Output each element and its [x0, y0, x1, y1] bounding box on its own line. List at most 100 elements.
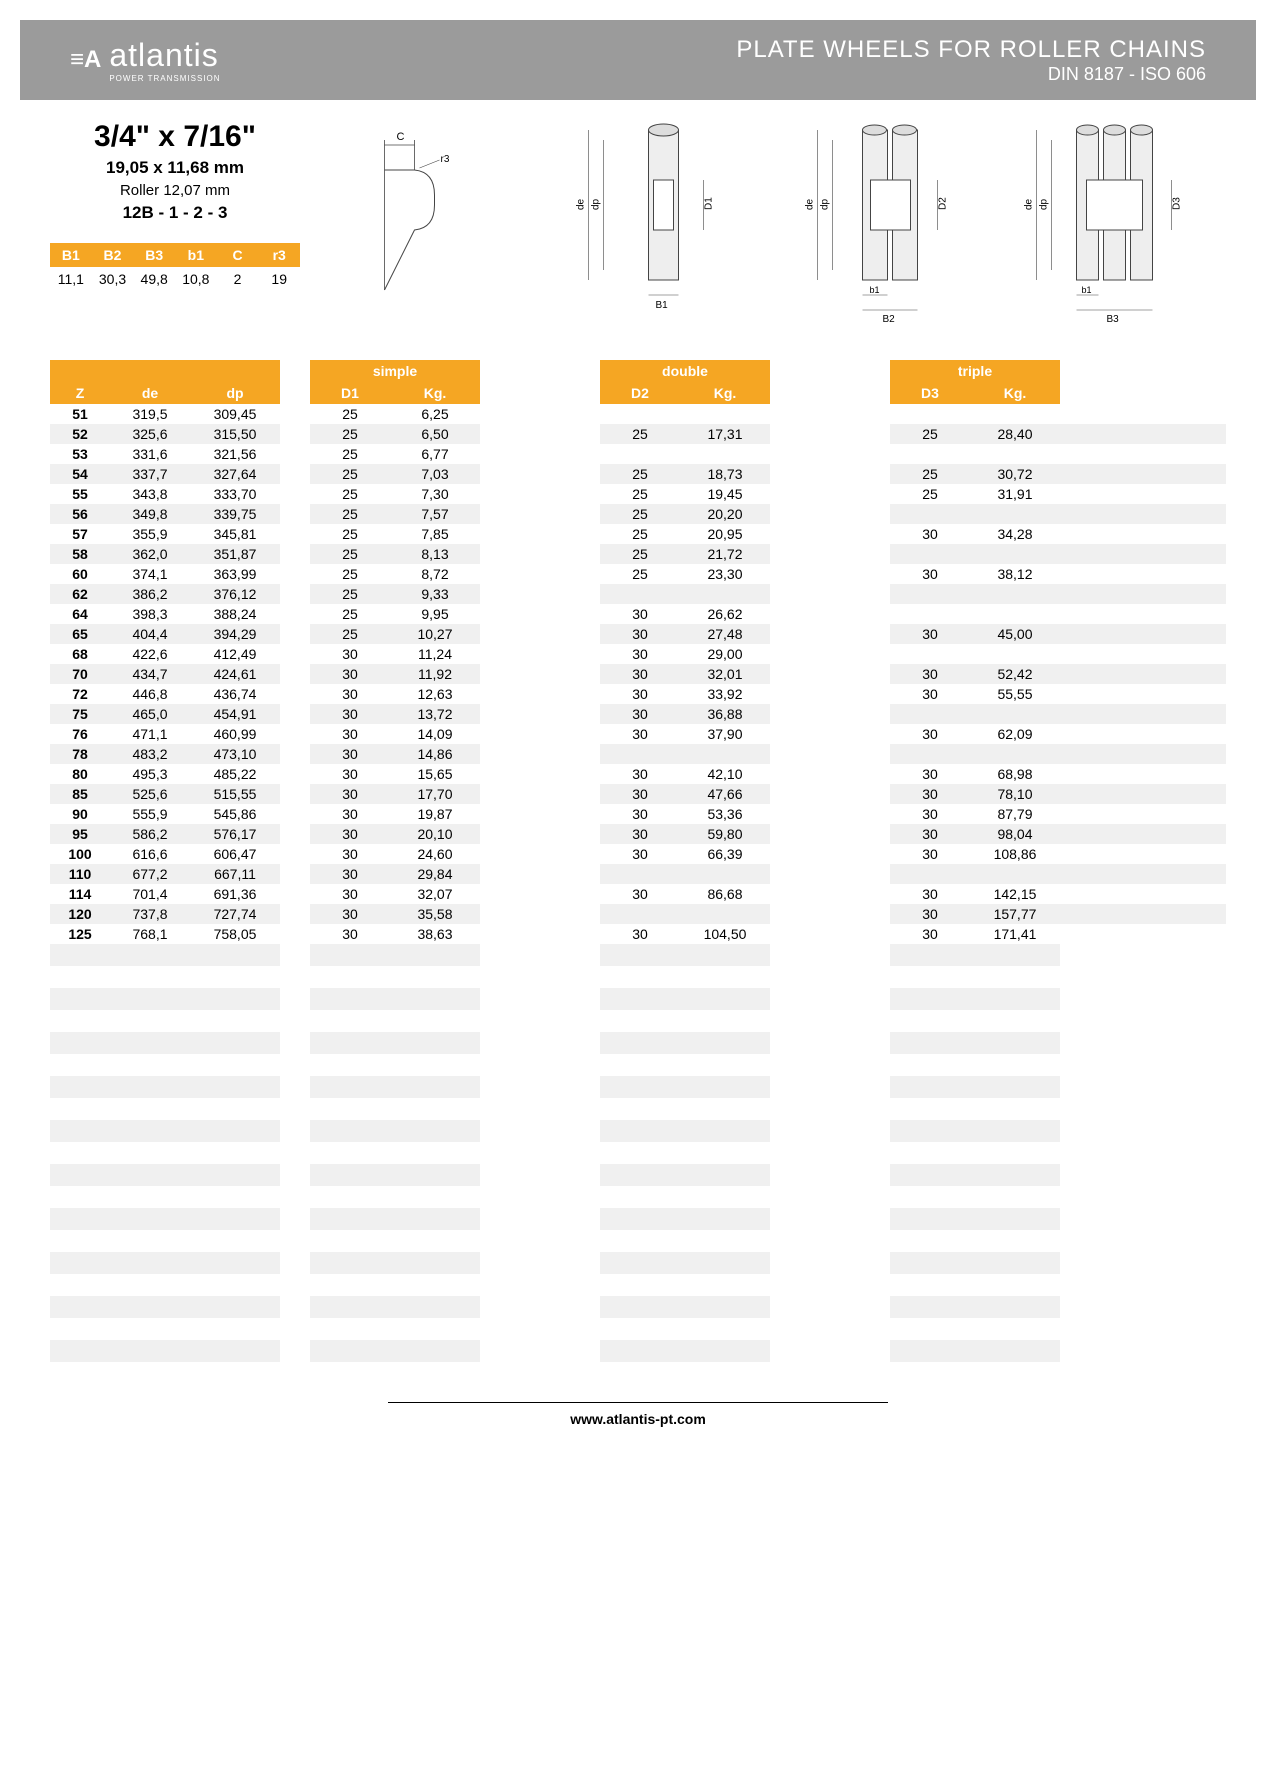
page-title: PLATE WHEELS FOR ROLLER CHAINS — [736, 36, 1206, 64]
page-subtitle: DIN 8187 - ISO 606 — [736, 64, 1206, 85]
empty-row — [50, 1120, 1226, 1142]
main-table: simple double triple Z de dp D1 Kg. D2 K… — [50, 360, 1226, 1362]
empty-row — [50, 1318, 1226, 1340]
svg-text:D2: D2 — [938, 197, 949, 210]
svg-text:D3: D3 — [1172, 197, 1183, 210]
col-kg2: Kg. — [680, 382, 770, 404]
empty-row — [50, 1032, 1226, 1054]
table-row: 114701,4691,363032,073086,6830142,15 — [50, 884, 1226, 904]
params-table: B1B2B3b1Cr3 11,130,349,810,8219 — [50, 243, 300, 291]
col-d2: D2 — [600, 382, 680, 404]
empty-row — [50, 1230, 1226, 1252]
param-value: 30,3 — [92, 267, 134, 291]
param-header: C — [217, 243, 259, 267]
empty-row — [50, 1252, 1226, 1274]
col-d3: D3 — [890, 382, 970, 404]
table-row: 100616,6606,473024,603066,3930108,86 — [50, 844, 1226, 864]
diagram-double: de dp D2 b1 B2 — [788, 120, 997, 330]
empty-row — [50, 1010, 1226, 1032]
param-header: B1 — [50, 243, 92, 267]
diagram-single: de dp D1 B1 — [559, 120, 768, 320]
empty-row — [50, 944, 1226, 966]
diagram-triple: de dp D3 b1 B3 — [1017, 120, 1226, 330]
col-kg3: Kg. — [970, 382, 1060, 404]
empty-row — [50, 966, 1226, 988]
table-row: 120737,8727,743035,5830157,77 — [50, 904, 1226, 924]
svg-text:r3: r3 — [441, 154, 450, 165]
empty-row — [50, 1296, 1226, 1318]
svg-text:D1: D1 — [704, 197, 715, 210]
table-row: 51319,5309,45256,25 — [50, 404, 1226, 424]
table-row: 60374,1363,99258,722523,303038,12 — [50, 564, 1226, 584]
table-row: 52325,6315,50256,502517,312528,40 — [50, 424, 1226, 444]
spec-dimensions: 19,05 x 11,68 mm — [50, 158, 300, 178]
param-header: B2 — [92, 243, 134, 267]
empty-row — [50, 1208, 1226, 1230]
col-de: de — [110, 382, 190, 404]
param-value: 10,8 — [175, 267, 217, 291]
table-row: 125768,1758,053038,6330104,5030171,41 — [50, 924, 1226, 944]
logo-subtext: POWER TRANSMISSION — [109, 74, 220, 83]
svg-text:b1: b1 — [870, 285, 880, 295]
table-row: 70434,7424,613011,923032,013052,42 — [50, 664, 1226, 684]
table-row: 75465,0454,913013,723036,88 — [50, 704, 1226, 724]
header-bar: ≡A atlantis POWER TRANSMISSION PLATE WHE… — [20, 20, 1256, 100]
svg-text:de: de — [576, 198, 587, 210]
table-row: 85525,6515,553017,703047,663078,10 — [50, 784, 1226, 804]
table-row: 78483,2473,103014,86 — [50, 744, 1226, 764]
svg-text:b1: b1 — [1082, 285, 1092, 295]
table-row: 76471,1460,993014,093037,903062,09 — [50, 724, 1226, 744]
param-value: 19 — [258, 267, 300, 291]
table-row: 90555,9545,863019,873053,363087,79 — [50, 804, 1226, 824]
spec-roller: Roller 12,07 mm — [50, 182, 300, 199]
table-row: 65404,4394,292510,273027,483045,00 — [50, 624, 1226, 644]
empty-row — [50, 988, 1226, 1010]
param-value: 49,8 — [133, 267, 175, 291]
spec-box: 3/4" x 7/16" 19,05 x 11,68 mm Roller 12,… — [50, 120, 300, 330]
svg-text:B3: B3 — [1107, 314, 1120, 325]
svg-text:B1: B1 — [656, 300, 669, 311]
footer-url: www.atlantis-pt.com — [388, 1402, 888, 1427]
param-header: B3 — [133, 243, 175, 267]
col-d1: D1 — [310, 382, 390, 404]
svg-text:de: de — [805, 198, 816, 210]
spec-main: 3/4" x 7/16" — [50, 120, 300, 154]
logo: ≡A atlantis POWER TRANSMISSION — [70, 37, 221, 83]
empty-row — [50, 1098, 1226, 1120]
col-z: Z — [50, 382, 110, 404]
table-row: 80495,3485,223015,653042,103068,98 — [50, 764, 1226, 784]
table-row: 56349,8339,75257,572520,20 — [50, 504, 1226, 524]
table-row: 53331,6321,56256,77 — [50, 444, 1226, 464]
empty-row — [50, 1274, 1226, 1296]
col-kg1: Kg. — [390, 382, 480, 404]
empty-row — [50, 1142, 1226, 1164]
empty-row — [50, 1076, 1226, 1098]
param-header: b1 — [175, 243, 217, 267]
param-value: 2 — [217, 267, 259, 291]
table-row: 95586,2576,173020,103059,803098,04 — [50, 824, 1226, 844]
diagrams: C r3 de dp D1 B1 — [330, 120, 1226, 330]
table-row: 57355,9345,81257,852520,953034,28 — [50, 524, 1226, 544]
svg-text:dp: dp — [591, 198, 602, 210]
table-row: 72446,8436,743012,633033,923055,55 — [50, 684, 1226, 704]
header-title: PLATE WHEELS FOR ROLLER CHAINS DIN 8187 … — [736, 36, 1206, 85]
logo-icon: ≡A — [70, 46, 101, 74]
col-triple: triple — [890, 360, 1060, 382]
svg-text:dp: dp — [1039, 198, 1050, 210]
diagram-tooth: C r3 — [330, 120, 539, 300]
col-simple: simple — [310, 360, 480, 382]
table-row: 55343,8333,70257,302519,452531,91 — [50, 484, 1226, 504]
svg-text:C: C — [397, 131, 405, 143]
param-value: 11,1 — [50, 267, 92, 291]
table-row: 58362,0351,87258,132521,72 — [50, 544, 1226, 564]
logo-text: atlantis — [109, 37, 218, 73]
table-row: 54337,7327,64257,032518,732530,72 — [50, 464, 1226, 484]
table-row: 64398,3388,24259,953026,62 — [50, 604, 1226, 624]
svg-text:B2: B2 — [883, 314, 896, 325]
empty-row — [50, 1164, 1226, 1186]
table-row: 110677,2667,113029,84 — [50, 864, 1226, 884]
param-header: r3 — [258, 243, 300, 267]
svg-text:de: de — [1024, 198, 1035, 210]
table-row: 68422,6412,493011,243029,00 — [50, 644, 1226, 664]
empty-row — [50, 1186, 1226, 1208]
